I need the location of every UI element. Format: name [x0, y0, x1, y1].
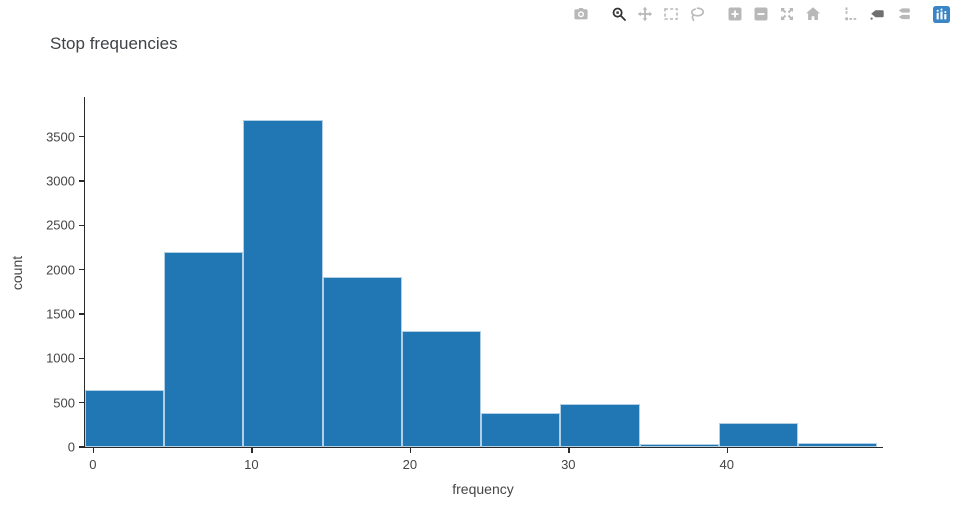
histogram-bar[interactable] — [322, 277, 402, 447]
x-tick-mark — [726, 448, 729, 453]
x-tick-mark — [409, 448, 412, 453]
y-tick-mark — [79, 224, 84, 226]
pan-icon — [637, 6, 653, 22]
y-tick-mark — [79, 446, 84, 448]
x-tick-label: 10 — [244, 457, 259, 472]
y-tick-label: 1000 — [46, 350, 75, 366]
box-select-icon — [663, 6, 679, 22]
histogram-bar[interactable] — [85, 389, 165, 447]
x-tick-mark — [568, 448, 570, 453]
y-tick-label: 2000 — [46, 262, 75, 278]
camera-icon — [573, 6, 589, 22]
x-tick-mark — [251, 448, 253, 453]
camera-button[interactable] — [568, 3, 594, 25]
box-select-button[interactable] — [658, 3, 684, 25]
modebar — [556, 3, 954, 25]
histogram-bar[interactable] — [718, 423, 799, 447]
histogram-bar[interactable] — [481, 413, 561, 447]
hover-closest-button[interactable] — [864, 3, 890, 25]
histogram-bar[interactable] — [164, 251, 244, 447]
plotly-logo-icon — [932, 5, 950, 23]
chart-title: Stop frequencies — [50, 34, 178, 53]
x-axis-title: frequency — [452, 481, 514, 497]
x-tick-mark — [92, 448, 95, 453]
y-tick-mark — [79, 401, 84, 404]
plotly-logo-button[interactable] — [928, 3, 954, 25]
y-tick-label: 0 — [67, 439, 75, 455]
y-tick-mark — [79, 313, 84, 315]
spike-lines-icon — [843, 6, 859, 22]
histogram-bar[interactable] — [243, 119, 323, 447]
lasso-select-icon — [689, 6, 705, 22]
y-axis-title: count — [9, 255, 25, 291]
autoscale-icon — [779, 6, 795, 22]
reset-axes-button[interactable] — [800, 3, 826, 25]
y-tick-label: 500 — [53, 395, 75, 411]
modebar-group — [838, 3, 916, 25]
hover-closest-icon — [869, 6, 885, 22]
modebar-group — [928, 3, 954, 25]
zoom-icon — [611, 6, 627, 22]
y-tick-label: 2500 — [46, 217, 75, 233]
zoom-in-icon — [727, 6, 743, 22]
pan-button[interactable] — [632, 3, 658, 25]
y-tick-label: 1500 — [46, 306, 75, 322]
x-tick-label: 0 — [89, 457, 97, 472]
y-tick-mark — [79, 135, 84, 138]
y-tick-label: 3000 — [46, 173, 75, 189]
hover-compare-button[interactable] — [890, 3, 916, 25]
reset-axes-icon — [805, 6, 821, 22]
y-tick-mark — [79, 268, 84, 271]
plot-area[interactable]: 0 10 20 30 40 0 500 1000 1500 2000 2500 3000 3500 — [46, 97, 883, 472]
zoom-in-button[interactable] — [722, 3, 748, 25]
x-tick-label: 40 — [719, 457, 734, 472]
histogram-bar[interactable] — [798, 442, 878, 447]
histogram-bar[interactable] — [401, 330, 482, 447]
x-tick-label: 30 — [561, 457, 576, 472]
y-tick-mark — [79, 180, 84, 182]
zoom-out-icon — [753, 6, 769, 22]
hover-compare-icon — [895, 6, 911, 22]
modebar-group — [722, 3, 826, 25]
autoscale-button[interactable] — [774, 3, 800, 25]
histogram-bar[interactable] — [560, 403, 640, 447]
modebar-group — [606, 3, 710, 25]
zoom-out-button[interactable] — [748, 3, 774, 25]
spike-lines-button[interactable] — [838, 3, 864, 25]
histogram-bar[interactable] — [639, 444, 719, 447]
y-tick-label: 3500 — [46, 129, 75, 145]
zoom-button[interactable] — [606, 3, 632, 25]
y-tick-mark — [79, 357, 84, 360]
modebar-group — [568, 3, 594, 25]
lasso-select-button[interactable] — [684, 3, 710, 25]
x-tick-label: 20 — [402, 457, 418, 472]
